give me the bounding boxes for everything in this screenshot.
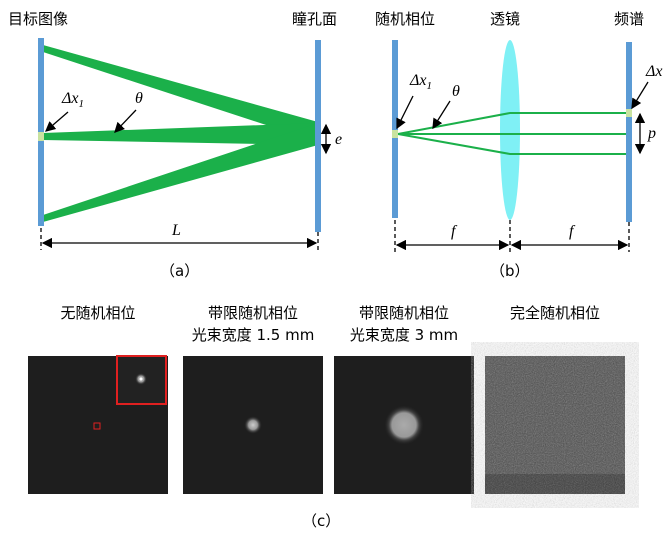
arrow (45, 111, 69, 132)
panel-b: 随机相位 透镜 频谱 Δx1 θ Δx p f f （b） (375, 10, 663, 280)
pupil-plane (315, 40, 321, 232)
label: θ (135, 90, 143, 107)
label: 随机相位 (375, 10, 435, 28)
spectrum-plane (626, 42, 632, 222)
pixel (38, 132, 44, 141)
label: 频谱 (614, 10, 644, 28)
label: 目标图像 (8, 10, 68, 28)
noise (485, 356, 625, 494)
image-subtitle: 光束宽度 1.5 mm (192, 326, 315, 344)
pixel (392, 130, 398, 138)
label: f (451, 223, 458, 240)
arrow (432, 100, 451, 130)
pixel (626, 109, 632, 117)
label: p (647, 125, 656, 142)
label: 透镜 (490, 10, 520, 28)
caption: （b） (490, 262, 530, 280)
label: Δx1 (61, 90, 84, 110)
beam (43, 45, 318, 142)
label: L (171, 222, 181, 239)
arrow (631, 81, 649, 110)
image-title: 带限随机相位 (359, 304, 449, 322)
label: Δx1 (409, 72, 432, 92)
label: e (335, 131, 342, 148)
image-title: 带限随机相位 (208, 304, 298, 322)
beam (43, 123, 318, 222)
lens (500, 40, 520, 220)
beam (43, 123, 318, 145)
panel-c: 无随机相位 带限随机相位 光束宽度 1.5 mm 带限随机相位 光束宽度 3 m… (28, 304, 625, 530)
label: 瞳孔面 (292, 10, 337, 28)
label: Δx (645, 63, 663, 80)
spot (244, 416, 262, 434)
spot (384, 405, 424, 445)
arrow (396, 95, 414, 130)
label: f (569, 223, 576, 240)
caption: （c） (302, 512, 340, 530)
caption: （a） (160, 262, 199, 280)
label: θ (452, 83, 460, 100)
spot (139, 377, 143, 381)
image-title: 完全随机相位 (510, 304, 600, 322)
arrow (114, 109, 137, 133)
phase-plane (392, 40, 398, 218)
marker (93, 422, 101, 430)
panel-a: 目标图像 瞳孔面 Δx1 θ e L （a） (8, 10, 342, 280)
edge (485, 474, 625, 494)
image-title: 无随机相位 (60, 304, 135, 322)
image-subtitle: 光束宽度 3 mm (350, 326, 458, 344)
